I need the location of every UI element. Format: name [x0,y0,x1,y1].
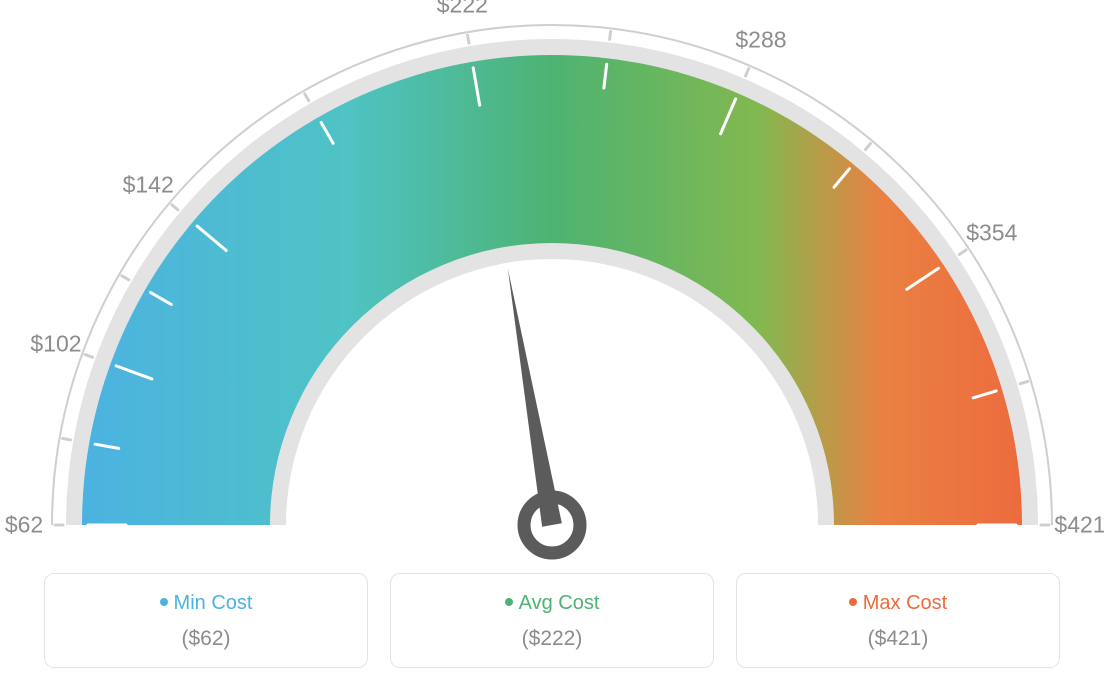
legend-title-avg: Avg Cost [401,592,703,615]
gauge-tick-label: $288 [735,27,786,54]
legend-label: Min Cost [174,592,253,614]
gauge-tick-label: $62 [5,512,43,539]
legend-label: Max Cost [863,592,947,614]
legend-card-avg: Avg Cost ($222) [390,573,714,668]
gauge-tick-label: $222 [437,0,488,18]
dot-icon [849,598,857,606]
legend-row: Min Cost ($62) Avg Cost ($222) Max Cost … [0,573,1104,668]
dot-icon [505,598,513,606]
gauge-tick-label: $102 [30,330,81,357]
legend-value-max: ($421) [747,627,1049,651]
legend-value-avg: ($222) [401,627,703,651]
legend-label: Avg Cost [519,592,600,614]
gauge-tick-label: $142 [123,171,174,198]
legend-value-min: ($62) [55,627,357,651]
cost-gauge: $62 $102 $142 $222 $288 $354 $421 [0,0,1104,560]
legend-title-max: Max Cost [747,592,1049,615]
legend-title-min: Min Cost [55,592,357,615]
gauge-svg [0,0,1104,560]
gauge-tick-label: $421 [1054,512,1104,539]
legend-card-max: Max Cost ($421) [736,573,1060,668]
dot-icon [160,598,168,606]
legend-card-min: Min Cost ($62) [44,573,368,668]
gauge-tick-label: $354 [966,219,1017,246]
